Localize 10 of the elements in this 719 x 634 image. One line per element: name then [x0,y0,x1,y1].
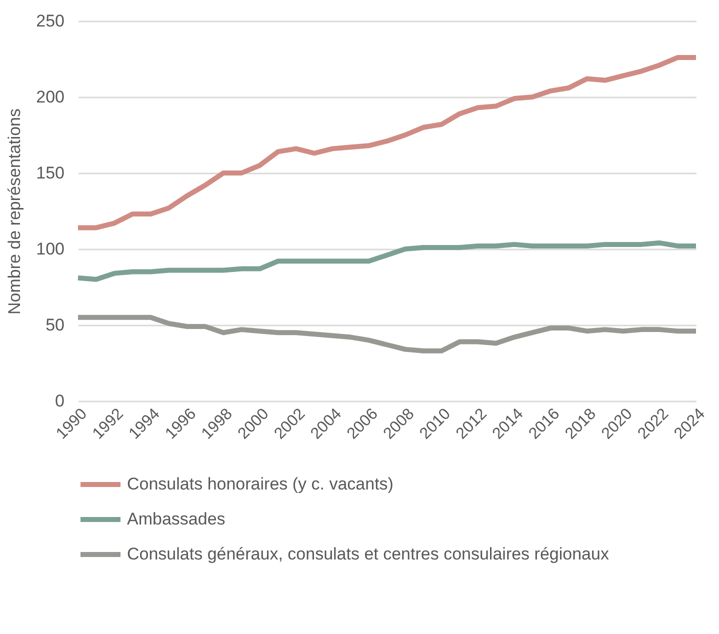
legend-label: Consulats honoraires (y c. vacants) [127,474,394,494]
y-tick-label: 250 [36,12,64,30]
y-tick-label: 50 [46,316,64,334]
y-tick-label: 150 [36,164,64,182]
y-tick-label: 0 [55,392,64,410]
legend-label: Ambassades [127,510,226,528]
y-tick-label: 100 [36,240,64,258]
y-tick-label: 200 [36,88,64,106]
y-axis-title: Nombre de représentations [5,108,24,315]
legend-label: Consulats généraux, consulats et centres consulaires régionaux [127,544,610,564]
